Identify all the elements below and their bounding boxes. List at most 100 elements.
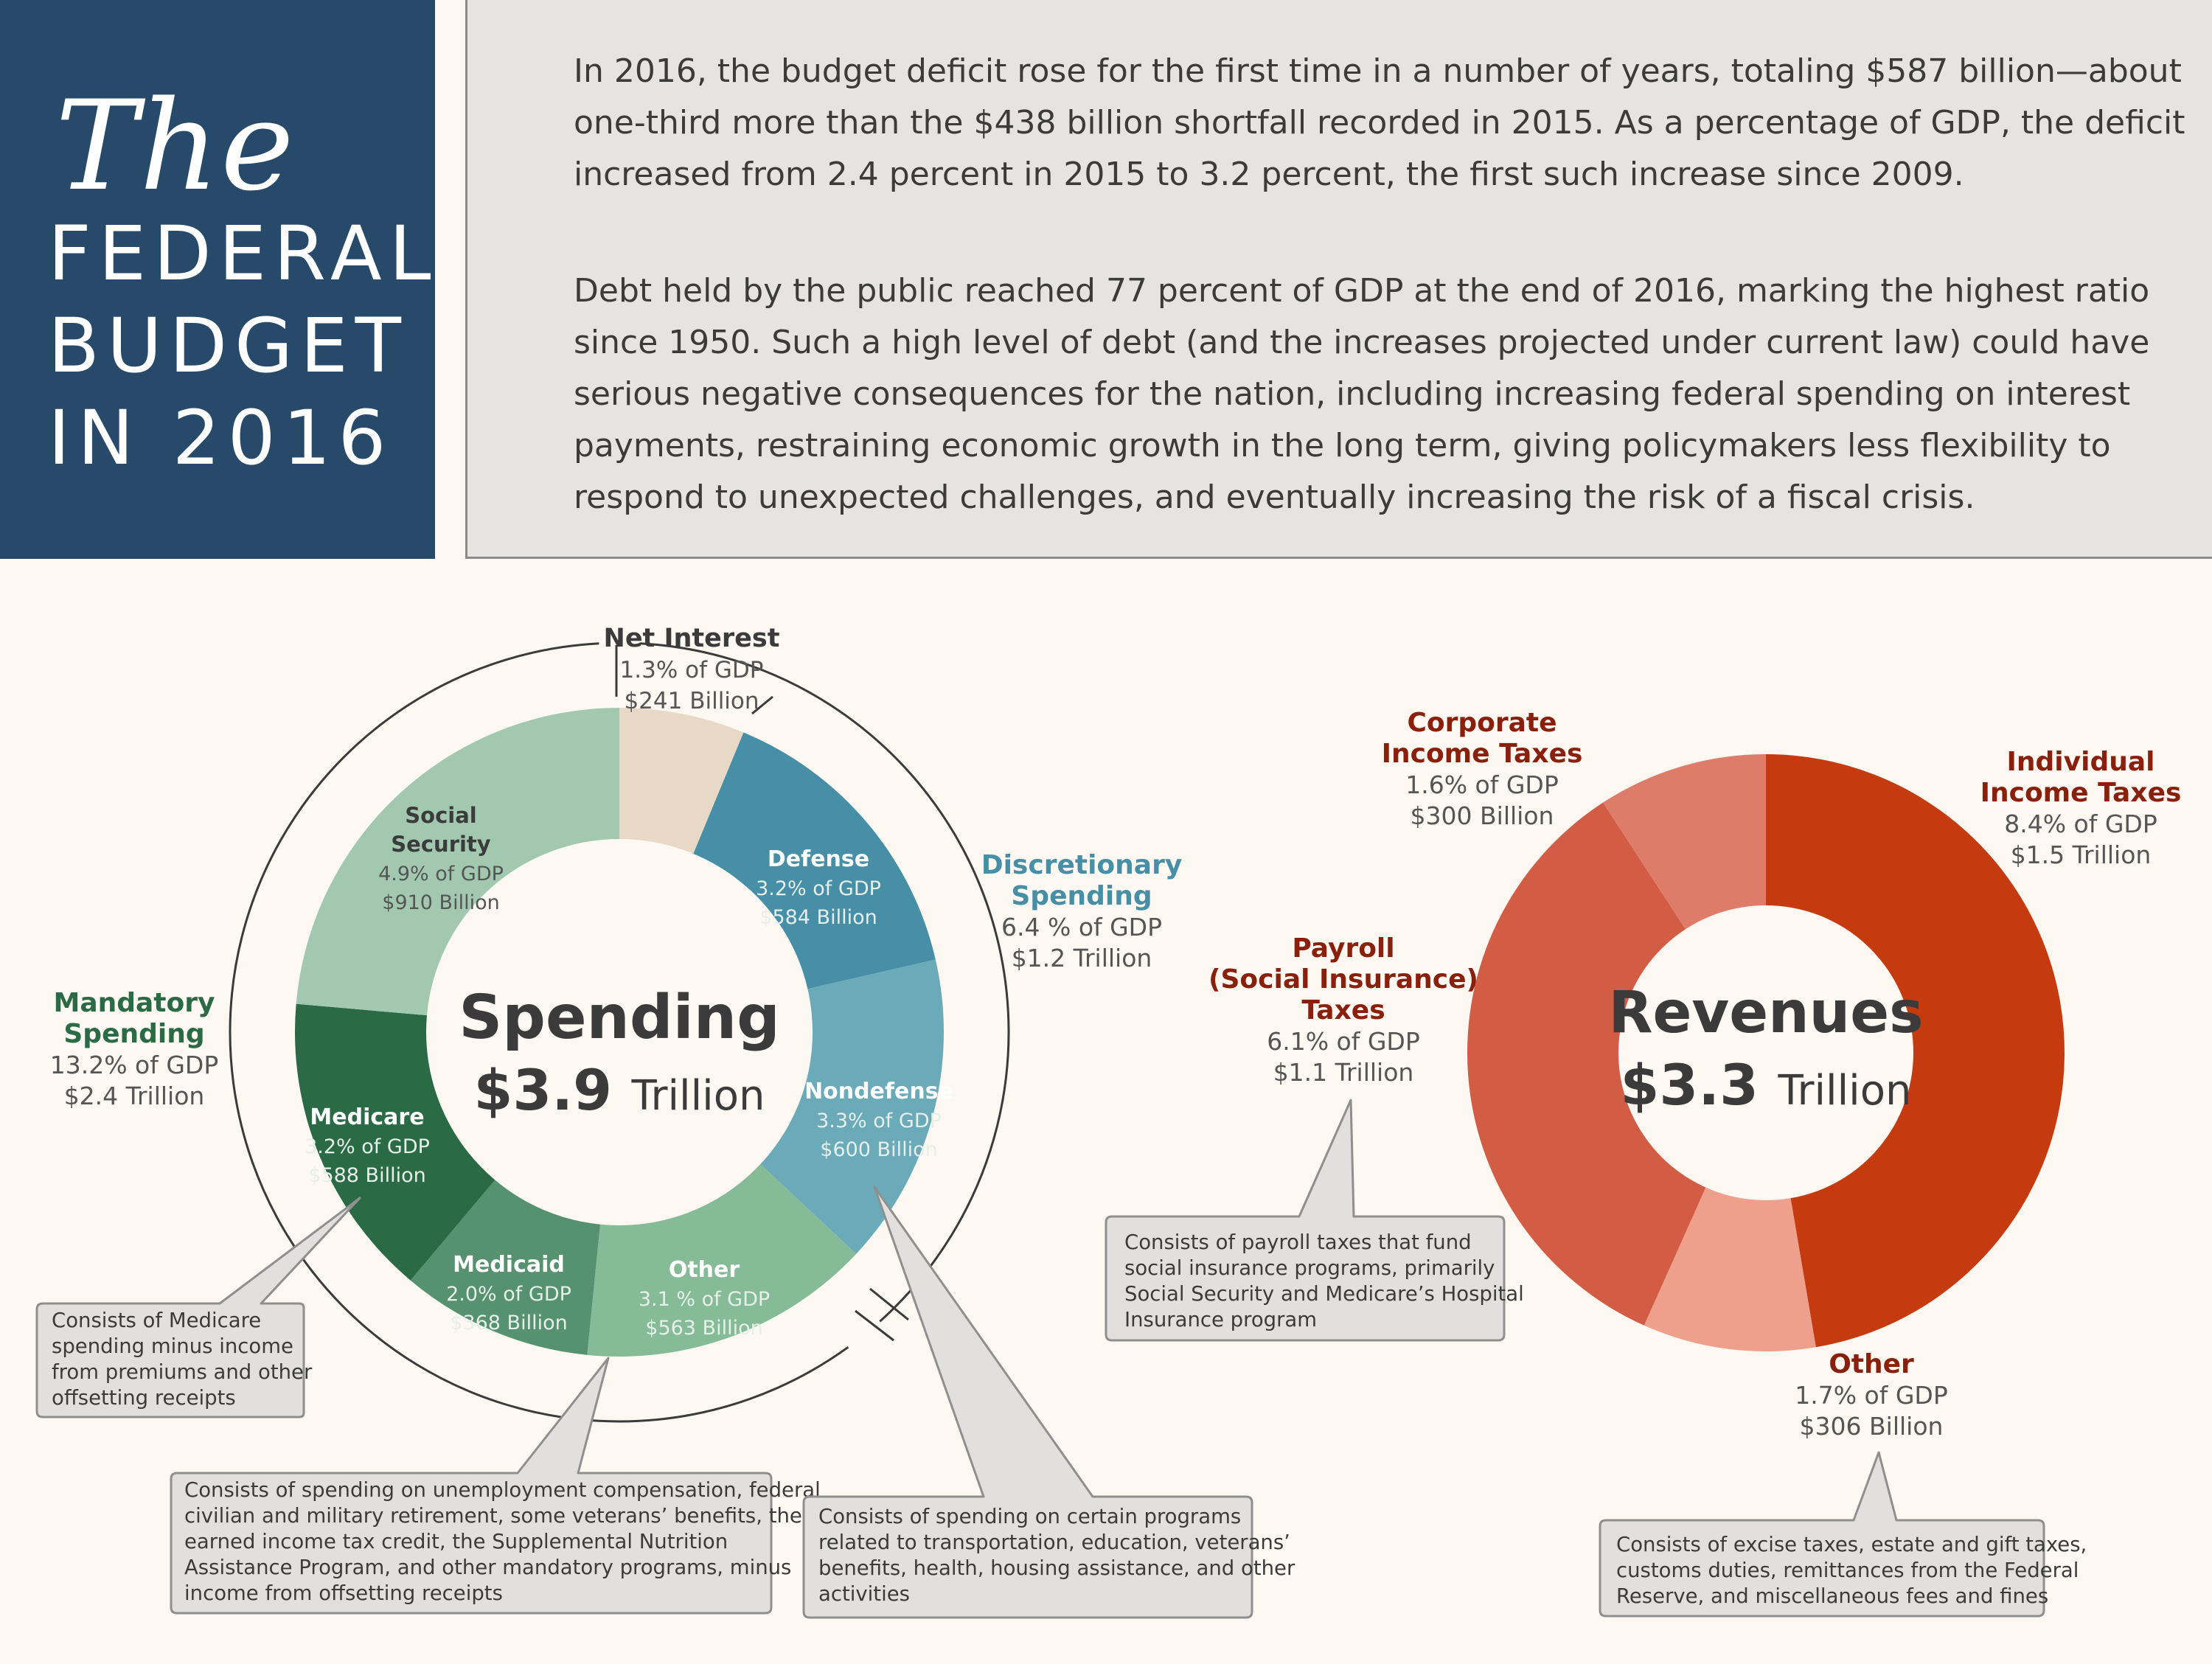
intro-paragraph-1: In 2016, the budget deficit rose for the… [574,52,2185,193]
individual-label-name-1: Income Taxes [1980,778,2182,808]
title-line-2: BUDGET [48,302,408,390]
social-security-label-amount: $910 Billion [382,891,499,914]
callout-nondefense-line-2: benefits, health, housing assistance, an… [818,1556,1295,1580]
other-revenue-label-name-0: Other [1829,1349,1914,1379]
spending-slice-nondefense [760,959,944,1254]
defense-label-pct: 3.2% of GDP [756,877,881,900]
corporate-label-pct: 1.6% of GDP [1405,770,1559,799]
net-interest-label-name-0: Net Interest [604,624,780,653]
revenues-title: Revenues [1608,980,1923,1046]
callout-other-revenue-line-2: Reserve, and miscellaneous fees and fine… [1616,1584,2048,1608]
spending-slice-other [587,1164,857,1357]
spending-slice-social-security [296,708,619,1016]
callout-other-revenue-line-1: customs duties, remittances from the Fed… [1616,1559,2079,1582]
net-interest-label-amount: $241 Billion [624,688,759,714]
title-line-1: FEDERAL [48,210,439,298]
mandatory-label-name-1: Spending [63,1019,204,1049]
nondefense-label-name-0: Nondefense [804,1079,953,1104]
other-revenue-label-amount: $306 Billion [1800,1412,1944,1441]
title-panel: The FEDERAL BUDGET IN 2016 [0,0,435,559]
callout-other-mandatory-line-2: earned income tax credit, the Supplement… [184,1530,728,1553]
mandatory-label-pct: 13.2% of GDP [50,1051,219,1079]
callout-medicare-line-2: from premiums and other [52,1360,313,1384]
mandatory-label-name-0: Mandatory [54,988,215,1018]
spending-slice-medicare [294,1003,495,1281]
other-spending-label-amount: $563 Billion [645,1317,762,1340]
callout-other-mandatory-box [170,1357,773,1615]
mandatory-label-amount: $2.4 Trillion [64,1082,205,1110]
discretionary-bracket [639,642,1010,1323]
callout-other-mandatory-line-1: civilian and military retirement, some v… [184,1504,802,1528]
other-spending-label-pct: 3.1 % of GDP [639,1288,770,1311]
medicaid-label-pct: 2.0% of GDP [446,1283,571,1306]
callout-nondefense-box [802,1186,1253,1619]
payroll-label-pct: 6.1% of GDP [1267,1027,1420,1056]
discretionary-label-name-0: Discretionary [981,850,1183,880]
callout-other-mandatory-line-0: Consists of spending on unemployment com… [184,1478,821,1502]
title-line-3: IN 2016 [48,394,394,482]
title-the: The [55,74,296,218]
payroll-label-amount: $1.1 Trillion [1273,1058,1414,1087]
nondefense-label-pct: 3.3% of GDP [816,1110,942,1132]
revenues-total: $3.3 Trillion [1621,1052,1912,1118]
medicaid-label-name-0: Medicaid [453,1252,565,1278]
social-security-label-pct: 4.9% of GDP [378,863,504,885]
individual-label-amount: $1.5 Trillion [2011,840,2152,869]
callout-payroll-line-1: social insurance programs, primarily [1124,1256,1495,1280]
nondefense-label-amount: $600 Billion [820,1138,937,1161]
defense-label-amount: $584 Billion [759,906,877,929]
revenue-slice-payroll-social-insurance-taxes [1467,802,1706,1326]
intro-paragraph-2: Debt held by the public reached 77 perce… [574,272,2150,516]
callout-payroll-line-3: Insurance program [1124,1308,1317,1331]
medicare-label-name-0: Medicare [310,1104,424,1130]
medicare-label-pct: 3.2% of GDP [305,1135,430,1158]
other-revenue-label-pct: 1.7% of GDP [1795,1381,1948,1410]
spending-slice-net-interest [619,708,744,854]
net-interest-label-pct: 1.3% of GDP [620,657,764,683]
medicare-label-amount: $588 Billion [308,1164,425,1187]
individual-label-name-0: Individual [2007,747,2155,777]
mandatory-bracket [229,642,849,1423]
bracket-join-1 [869,1287,909,1321]
callout-nondefense-line-0: Consists of spending on certain programs [818,1505,1241,1528]
payroll-label-name-2: Taxes [1301,995,1385,1026]
spending-slice-defense [693,732,936,989]
callout-payroll-line-2: Social Security and Medicare’s Hospital [1124,1282,1524,1306]
callout-nondefense-line-3: activities [818,1582,910,1606]
callout-other-mandatory-line-4: income from offsetting receipts [184,1581,503,1605]
callout-medicare-box [35,1197,361,1418]
callout-other-mandatory-line-3: Assistance Program, and other mandatory … [184,1556,791,1579]
discretionary-label-name-1: Spending [1011,881,1152,911]
discretionary-label-amount: $1.2 Trillion [1012,944,1152,972]
bracket-join-2 [855,1309,894,1342]
revenue-slice-other [1644,1187,1816,1351]
callout-medicare-line-0: Consists of Medicare [52,1309,261,1332]
spending-slice-medicaid [410,1180,600,1355]
callout-payroll-box [1105,1099,1506,1342]
corporate-label-amount: $300 Billion [1411,801,1554,830]
discretionary-label-pct: 6.4 % of GDP [1001,913,1162,941]
net-interest-bracket-end [751,695,773,715]
callout-medicare-line-3: offsetting receipts [52,1386,236,1410]
social-security-label-name-1: Security [391,832,490,857]
social-security-label-name-0: Social [405,803,476,828]
intro-panel: In 2016, the budget deficit rose for the… [465,0,2212,559]
callout-other-revenue-box [1599,1451,2045,1618]
callout-payroll-line-0: Consists of payroll taxes that fund [1124,1230,1472,1254]
defense-label-name-0: Defense [768,846,869,872]
corporate-label-name-1: Income Taxes [1382,739,1583,769]
revenue-slice-corporate-income-taxes [1603,754,1766,930]
callout-nondefense-line-1: related to transportation, education, ve… [818,1531,1290,1554]
spending-title: Spending [459,983,780,1053]
spending-total: $3.9 Trillion [474,1057,765,1123]
callout-other-revenue-line-0: Consists of excise taxes, estate and gif… [1616,1533,2087,1556]
medicaid-label-amount: $368 Billion [450,1312,567,1334]
corporate-label-name-0: Corporate [1407,708,1557,738]
payroll-label-name-0: Payroll [1292,933,1394,964]
other-spending-label-name-0: Other [669,1257,740,1283]
individual-label-pct: 8.4% of GDP [2004,810,2157,838]
revenue-slice-individual-income-taxes [1766,754,2065,1348]
callout-medicare-line-1: spending minus income [52,1334,293,1358]
payroll-label-name-1: (Social Insurance) [1208,964,1478,995]
